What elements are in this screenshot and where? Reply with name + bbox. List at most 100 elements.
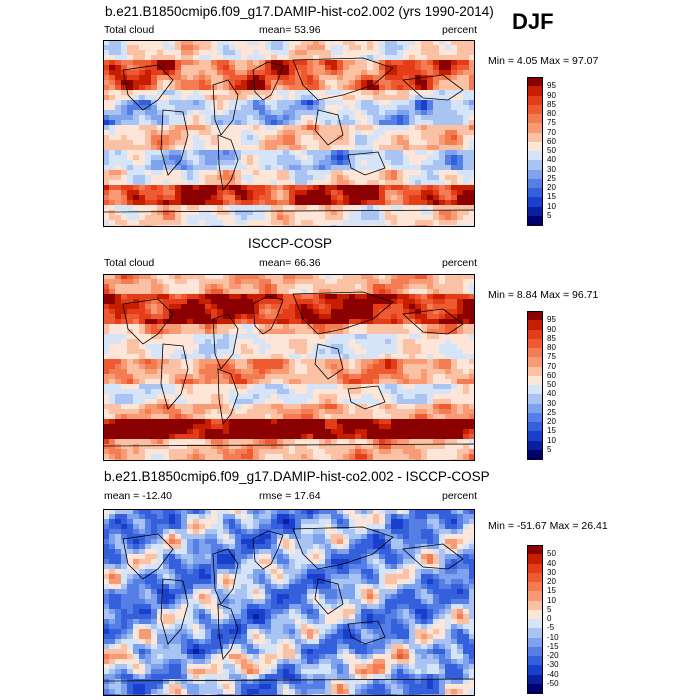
field-cell xyxy=(391,50,398,56)
field-cell xyxy=(421,195,428,201)
field-cell xyxy=(163,170,170,176)
field-cell xyxy=(421,344,428,350)
field-cell xyxy=(451,414,458,420)
field-cell xyxy=(163,180,170,186)
field-cell xyxy=(337,45,344,51)
field-cell xyxy=(427,349,434,355)
field-cell xyxy=(331,439,338,445)
field-cell xyxy=(193,409,200,415)
field-cell xyxy=(127,374,134,380)
field-cell xyxy=(181,190,188,196)
field-cell xyxy=(295,519,302,525)
field-cell xyxy=(349,155,356,161)
field-cell xyxy=(295,439,302,445)
field-cell xyxy=(301,170,308,176)
field-cell xyxy=(115,299,122,305)
field-cell xyxy=(439,60,446,66)
field-cell xyxy=(313,75,320,81)
field-cell xyxy=(319,40,326,46)
field-cell xyxy=(421,45,428,51)
field-cell xyxy=(127,55,134,61)
field-cell xyxy=(289,404,296,410)
field-cell xyxy=(301,294,308,300)
colorbar-swatch xyxy=(527,366,543,377)
field-cell xyxy=(271,175,278,181)
field-cell xyxy=(211,185,218,191)
field-cell xyxy=(139,294,146,300)
field-cell xyxy=(247,364,254,370)
field-cell xyxy=(187,75,194,81)
field-cell xyxy=(289,70,296,76)
field-cell xyxy=(415,145,422,151)
field-cell xyxy=(241,90,248,96)
field-cell xyxy=(169,185,176,191)
field-cell xyxy=(385,135,392,141)
field-cell xyxy=(349,289,356,295)
field-cell xyxy=(283,75,290,81)
field-cell xyxy=(433,389,440,395)
field-cell xyxy=(181,80,188,86)
field-cell xyxy=(457,50,464,56)
field-cell xyxy=(349,274,356,280)
field-cell xyxy=(313,419,320,425)
field-cell xyxy=(127,309,134,315)
field-cell xyxy=(157,110,164,116)
colorbar-swatch xyxy=(527,329,543,340)
field-cell xyxy=(247,309,254,315)
field-cell xyxy=(301,105,308,111)
field-cell xyxy=(385,185,392,191)
field-cell xyxy=(469,379,475,385)
field-cell xyxy=(367,120,374,126)
field-cell xyxy=(157,175,164,181)
field-cell xyxy=(373,100,380,106)
field-cell xyxy=(283,284,290,290)
field-cell xyxy=(109,369,116,375)
field-cell xyxy=(331,509,338,515)
field-cell xyxy=(157,349,164,355)
field-cell xyxy=(115,439,122,445)
field-cell xyxy=(169,404,176,410)
field-cell xyxy=(391,364,398,370)
field-cell xyxy=(151,45,158,51)
field-cell xyxy=(151,294,158,300)
field-cell xyxy=(325,65,332,71)
field-cell xyxy=(319,519,326,525)
field-cell xyxy=(307,100,314,106)
field-cell xyxy=(169,334,176,340)
field-cell xyxy=(127,170,134,176)
field-cell xyxy=(175,45,182,51)
field-cell xyxy=(181,354,188,360)
field-cell xyxy=(457,45,464,51)
field-cell xyxy=(331,135,338,141)
field-cell xyxy=(271,205,278,211)
field-cell xyxy=(223,65,230,71)
field-cell xyxy=(391,90,398,96)
field-cell xyxy=(145,424,152,430)
field-cell xyxy=(199,195,206,201)
field-cell xyxy=(241,389,248,395)
field-cell xyxy=(109,509,116,515)
field-cell xyxy=(331,399,338,405)
field-cell xyxy=(331,220,338,226)
field-cell xyxy=(157,140,164,146)
field-cell xyxy=(445,334,452,340)
field-cell xyxy=(445,294,452,300)
field-cell xyxy=(193,519,200,525)
field-cell xyxy=(115,289,122,295)
field-cell xyxy=(409,125,416,131)
field-cell xyxy=(115,304,122,310)
field-cell xyxy=(187,130,194,136)
field-cell xyxy=(145,155,152,161)
field-cell xyxy=(427,434,434,440)
field-cell xyxy=(463,399,470,405)
field-cell xyxy=(373,195,380,201)
field-cell xyxy=(163,115,170,121)
field-cell xyxy=(391,220,398,226)
field-cell xyxy=(445,279,452,285)
colorbar-swatch xyxy=(527,338,543,349)
field-cell xyxy=(145,85,152,91)
field-cell xyxy=(355,514,362,520)
field-cell xyxy=(391,150,398,156)
field-cell xyxy=(379,394,386,400)
field-cell xyxy=(427,364,434,370)
